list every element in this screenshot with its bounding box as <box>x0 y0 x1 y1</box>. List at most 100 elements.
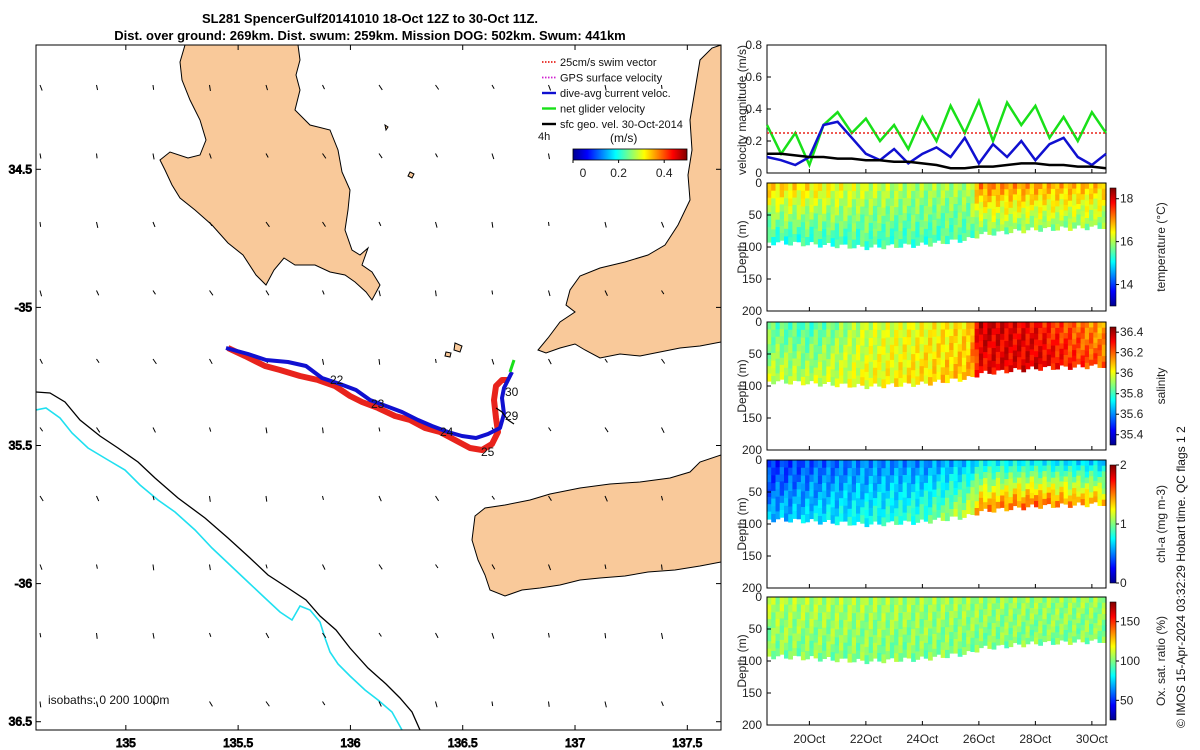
section-cell <box>1029 602 1035 609</box>
section-cell <box>936 618 942 627</box>
section-cell <box>928 644 933 653</box>
section-cell <box>775 336 781 345</box>
section-cell <box>1050 363 1056 370</box>
section-cell <box>796 504 802 512</box>
section-cell <box>1050 339 1056 347</box>
section-cell <box>872 604 878 613</box>
section-cell <box>889 367 895 376</box>
day-label: 29 <box>505 409 519 423</box>
section-cell <box>771 345 776 354</box>
vector-arrow <box>39 358 43 364</box>
section-cell <box>906 612 912 621</box>
figure-title: SL281 SpencerGulf20141010 18-Oct 12Z to … <box>40 10 700 44</box>
section-cell <box>1021 195 1027 203</box>
section-cell <box>826 611 832 620</box>
section-cell <box>830 337 836 347</box>
section-cell <box>1021 478 1027 486</box>
section-cell <box>779 364 785 373</box>
section-cell <box>1055 471 1060 479</box>
section-cell <box>860 329 865 339</box>
section-cell <box>978 603 984 611</box>
section-cell <box>953 502 959 510</box>
section-cell <box>800 329 806 339</box>
section-cell <box>1067 597 1073 604</box>
section-cell <box>961 481 967 490</box>
section-cell <box>826 619 832 628</box>
section-cell <box>877 191 882 200</box>
section-cell <box>1004 189 1010 197</box>
section-cell <box>978 466 984 474</box>
section-cell <box>978 214 984 222</box>
section-cell <box>788 491 793 500</box>
section-cell <box>813 322 819 331</box>
section-cell <box>1021 226 1027 234</box>
section-cell <box>1059 629 1065 636</box>
section-cell <box>991 473 997 481</box>
section-cell <box>928 353 933 362</box>
section-cell <box>1093 607 1099 614</box>
section-cell <box>1080 188 1086 195</box>
section-cell <box>945 183 950 192</box>
section-cell <box>1012 211 1018 218</box>
section-cell <box>864 476 870 486</box>
section-cell <box>784 490 789 499</box>
section-cell <box>805 514 810 523</box>
section-cell <box>957 190 963 199</box>
section-cell <box>1063 498 1069 505</box>
section-cell <box>1093 597 1099 603</box>
section-cell <box>915 237 921 246</box>
section-cell <box>1017 620 1022 627</box>
section-cell <box>826 205 832 214</box>
vector-arrow <box>39 701 42 708</box>
section-cell <box>1008 640 1014 648</box>
glider-track <box>225 345 516 453</box>
section-cell <box>906 344 912 354</box>
section-cell <box>834 621 840 630</box>
section-cell <box>851 215 857 224</box>
section-cell <box>949 481 954 489</box>
depth-tick-label: 200 <box>742 581 762 595</box>
section-cell <box>864 460 870 469</box>
section-cell <box>809 611 815 620</box>
section-cell <box>949 364 954 372</box>
section-cell <box>805 237 810 246</box>
section-cell <box>809 467 815 476</box>
section-cell <box>834 322 840 331</box>
section-cell <box>945 467 950 476</box>
section-cell <box>932 197 938 206</box>
section-cell <box>1093 353 1099 360</box>
section-cell <box>1050 632 1056 639</box>
section-cell <box>809 219 815 228</box>
section-cell <box>788 337 793 346</box>
section-cell <box>902 359 908 368</box>
section-cell <box>940 198 946 207</box>
section-cell <box>953 467 959 475</box>
section-cell <box>767 460 772 468</box>
section-cell <box>966 480 971 488</box>
section-cell <box>775 183 781 191</box>
section-cell <box>961 640 967 648</box>
section-cell <box>911 597 916 606</box>
section-cell <box>1046 349 1052 356</box>
section-cell <box>1034 608 1039 616</box>
section-cell <box>767 604 772 613</box>
section-cell <box>856 490 861 499</box>
section-cell <box>953 371 959 379</box>
vector-arrow <box>265 632 270 639</box>
section-cell <box>949 322 954 330</box>
section-cell <box>894 621 899 630</box>
section-cell <box>796 474 802 483</box>
vector-arrow <box>661 290 665 295</box>
section-cell <box>987 492 993 500</box>
section-cell <box>830 369 836 378</box>
section-cell <box>978 208 984 216</box>
section-cell <box>1093 322 1099 328</box>
section-cell <box>906 467 912 476</box>
section-cell <box>974 210 980 218</box>
section-cell <box>1025 333 1031 341</box>
section-cell <box>906 635 912 644</box>
section-cell <box>1072 619 1077 626</box>
legend-label: sfc geo. vel. 30-Oct-2014 <box>560 119 683 131</box>
section-cell <box>822 236 827 245</box>
section-cell <box>898 231 904 240</box>
